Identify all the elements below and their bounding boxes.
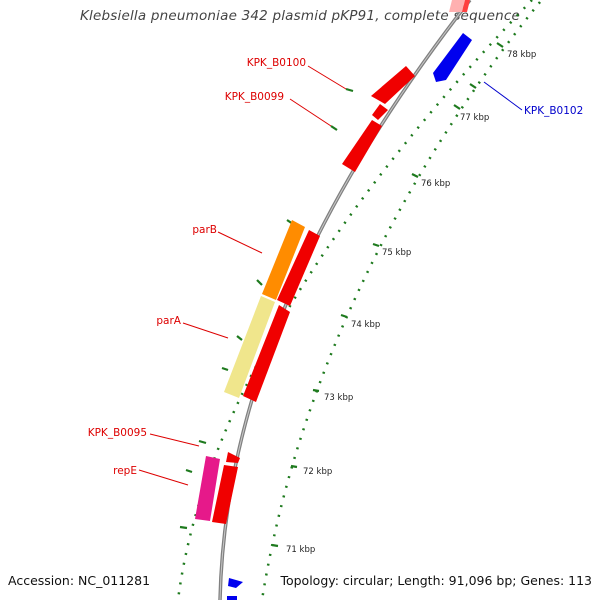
gene-red-parA-pair — [243, 305, 290, 402]
tick-label-75: 75 kbp — [382, 248, 411, 258]
gene-red-top — [462, 0, 470, 12]
gene-parB — [262, 220, 305, 300]
tick-dash-72k — [290, 464, 298, 469]
gene-kpk-b0102 — [433, 33, 472, 82]
tick-dash-77k-b — [453, 104, 461, 110]
leader-parA — [182, 322, 229, 339]
feature-dash — [198, 439, 207, 445]
tick-label-71: 71 kbp — [286, 545, 315, 555]
feature-dash — [345, 87, 354, 93]
map-title: Klebsiella pneumoniae 342 plasmid pKP91,… — [80, 8, 520, 24]
backbone-highlight — [219, 0, 471, 600]
outer-dot-track — [176, 0, 533, 600]
label-kpk-b0095: KPK_B0095 — [88, 427, 147, 439]
feature-dashes — [179, 87, 354, 530]
accession-label: Accession: NC_011281 — [8, 573, 151, 588]
tick-label-74: 74 kbp — [351, 320, 380, 330]
tick-label-72: 72 kbp — [303, 467, 332, 477]
leader-parB — [217, 231, 263, 254]
label-parA: parA — [156, 315, 181, 327]
backbone-arc — [218, 0, 472, 600]
feature-dash — [236, 335, 243, 341]
tick-label-76: 76 kbp — [421, 179, 450, 189]
leader-kpk-b0099 — [289, 98, 332, 127]
gene-features — [195, 0, 472, 600]
leader-repE — [138, 469, 189, 486]
gene-kpk-b0099 — [342, 120, 382, 172]
feature-dash — [185, 468, 193, 474]
inner-dot-track — [260, 1, 541, 600]
label-repE: repE — [113, 465, 137, 477]
leader-kpk-b0095 — [149, 433, 200, 447]
leader-kpk-b0100 — [307, 65, 347, 90]
gene-blue-bottom-2 — [227, 596, 237, 600]
tick-dash-73k — [312, 388, 320, 393]
gene-blue-bottom — [228, 578, 243, 588]
gene-label-group: KPK_B0100 KPK_B0099 parB parA KPK_B0095 … — [88, 57, 584, 477]
feature-dash — [179, 525, 188, 530]
topology-label: Topology: circular; Length: 91,096 bp; G… — [280, 573, 592, 588]
tick-dash-75k — [372, 242, 380, 248]
gene-small-a — [372, 104, 388, 120]
label-parB: parB — [192, 224, 217, 236]
tick-dash-78k — [496, 42, 504, 48]
feature-dash — [330, 125, 338, 131]
label-kpk-b0099: KPK_B0099 — [225, 91, 284, 103]
gene-kpk-b0100 — [371, 66, 415, 104]
tick-label-78: 78 kbp — [507, 50, 536, 60]
label-leader-lines — [138, 65, 523, 486]
tick-dash-71k — [271, 543, 279, 548]
gene-parA — [224, 296, 275, 398]
gene-repE — [195, 456, 220, 521]
label-kpk-b0102: KPK_B0102 — [524, 105, 583, 117]
leader-kpk-b0102 — [483, 81, 523, 111]
label-kpk-b0100: KPK_B0100 — [247, 57, 306, 69]
inner-tick-dashes — [271, 42, 504, 548]
gene-red-parB-pair — [277, 230, 320, 306]
gene-red-repE-pair — [212, 465, 238, 524]
tick-label-group: 71 kbp 72 kbp 73 kbp 74 kbp 75 kbp 76 kb… — [286, 50, 536, 555]
tick-dash-74k — [340, 313, 348, 319]
tick-dash-76k — [411, 173, 419, 178]
tick-label-77: 77 kbp — [460, 113, 489, 123]
tick-label-73: 73 kbp — [324, 393, 353, 403]
feature-dash — [256, 279, 263, 286]
tick-dash-77k — [469, 83, 477, 89]
feature-dash — [221, 366, 229, 372]
gene-faded-top — [449, 0, 465, 12]
gene-small-b — [226, 452, 240, 463]
